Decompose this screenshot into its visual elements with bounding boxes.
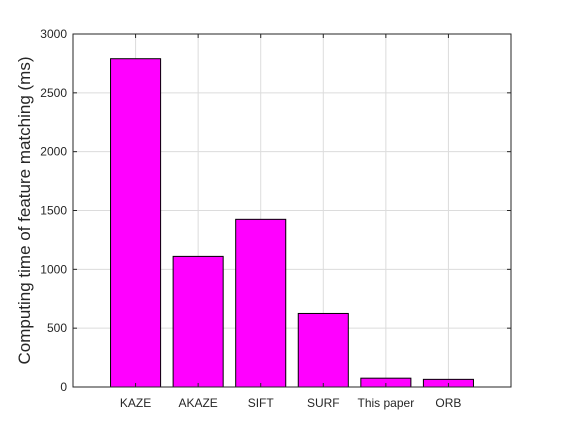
y-tick-label: 1500 (40, 204, 67, 218)
y-tick-label: 2000 (40, 145, 67, 159)
x-tick-label: AKAZE (178, 396, 217, 410)
bar-sift (235, 218, 287, 388)
y-tick-label: 500 (47, 321, 67, 335)
bar-akaze (172, 255, 224, 388)
x-tick-label: SIFT (248, 396, 275, 410)
y-axis-label: Computing time of feature matching (ms) (15, 56, 34, 364)
x-tick-label: This paper (358, 396, 415, 410)
bar-kaze (110, 58, 162, 388)
x-tick-label: KAZE (120, 396, 151, 410)
y-tick-label: 2500 (40, 86, 67, 100)
y-axis-ticks: 0 500 1000 1500 2000 2500 3000 (40, 27, 511, 394)
y-tick-label: 0 (60, 380, 67, 394)
y-tick-label: 3000 (40, 27, 67, 41)
bar-surf (297, 312, 349, 388)
x-axis-ticks: KAZE AKAZE SIFT SURF This paper ORB (120, 34, 461, 410)
bars (110, 58, 474, 388)
x-tick-label: SURF (307, 396, 340, 410)
y-tick-label: 1000 (40, 262, 67, 276)
x-tick-label: ORB (435, 396, 461, 410)
